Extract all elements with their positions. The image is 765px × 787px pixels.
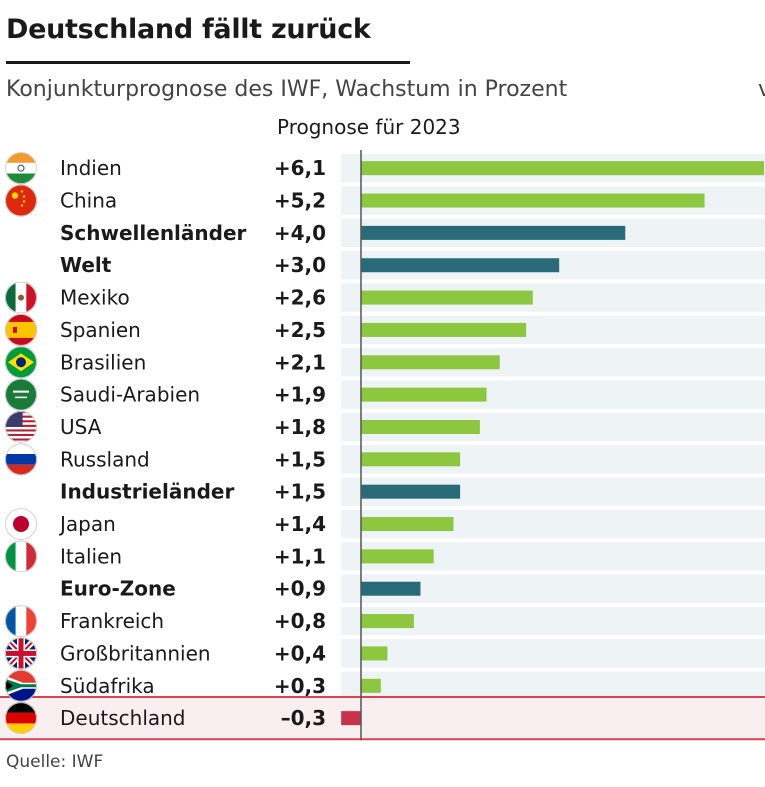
row-background	[341, 639, 765, 668]
russia-flag-icon	[5, 443, 37, 476]
value-label: +2,1	[274, 350, 326, 374]
column-header: Prognose für 2023	[277, 115, 461, 139]
italy-flag-icon	[5, 540, 37, 573]
usa-flag-icon	[5, 410, 37, 443]
category-label: Mexiko	[60, 286, 130, 310]
bar	[361, 193, 705, 208]
bar	[361, 322, 527, 337]
category-label: Saudi-Arabien	[60, 383, 200, 407]
bar	[361, 646, 388, 661]
value-label: +1,4	[274, 512, 326, 536]
france-flag-icon	[5, 605, 37, 638]
value-label: +6,1	[274, 156, 326, 180]
category-label: Italien	[60, 544, 122, 568]
category-label: Großbritannien	[60, 641, 211, 665]
south-africa-flag-icon	[5, 669, 37, 702]
chart-subtitle: Konjunkturprognose des IWF, Wachstum in …	[6, 77, 568, 102]
germany-flag-icon	[5, 702, 37, 735]
category-label: Euro-Zone	[60, 577, 176, 601]
subtitle-cut-off-text: v	[758, 77, 765, 102]
japan-flag-icon	[5, 508, 37, 541]
category-label: Frankreich	[60, 609, 164, 633]
value-label: +1,9	[274, 383, 326, 407]
bar	[361, 678, 381, 693]
bar	[361, 258, 560, 273]
value-label: +0,4	[274, 641, 326, 665]
bar-chart: Indien +6,1 China +5,2 Schwellenländer +4,0 We…	[0, 150, 765, 741]
bar	[361, 225, 626, 240]
title-underline	[6, 61, 410, 64]
value-label: +2,5	[274, 318, 326, 342]
value-label: +4,0	[274, 221, 326, 245]
bar	[361, 290, 533, 305]
value-label: +5,2	[274, 189, 326, 213]
value-label: +0,8	[274, 609, 326, 633]
category-label: Schwellenländer	[60, 221, 247, 245]
category-label: Japan	[58, 512, 116, 536]
bar	[341, 711, 361, 726]
value-label: +2,6	[274, 286, 326, 310]
bar	[361, 161, 764, 176]
category-label: Deutschland	[60, 706, 186, 730]
highlight-row-background	[0, 696, 765, 740]
china-flag-icon	[5, 184, 37, 217]
category-label: USA	[60, 415, 102, 439]
category-label: Südafrika	[60, 674, 155, 698]
bar	[361, 355, 500, 370]
value-label: +1,5	[274, 447, 326, 471]
bar	[361, 581, 421, 596]
value-label: +3,0	[274, 253, 326, 277]
value-label: +0,9	[274, 577, 326, 601]
value-label: +1,5	[274, 480, 326, 504]
bar	[361, 419, 480, 434]
category-label: Industrieländer	[60, 480, 234, 504]
category-label: Brasilien	[60, 350, 146, 374]
chart-title: Deutschland fällt zurück	[6, 14, 371, 45]
category-label: Welt	[60, 253, 112, 277]
uk-flag-icon	[5, 637, 37, 670]
value-label: +1,1	[274, 544, 326, 568]
row-background	[341, 671, 765, 700]
source-note: Quelle: IWF	[6, 752, 104, 772]
mexico-flag-icon	[5, 281, 37, 314]
category-label: Indien	[60, 156, 122, 180]
value-label: –0,3	[281, 706, 326, 730]
category-label: Spanien	[60, 318, 141, 342]
saudi-arabia-flag-icon	[5, 378, 37, 411]
bar	[361, 549, 434, 564]
category-label: Russland	[60, 447, 150, 471]
value-label: +1,8	[274, 415, 326, 439]
bar	[361, 387, 487, 402]
category-label: China	[60, 189, 117, 213]
value-label: +0,3	[274, 674, 326, 698]
spain-flag-icon	[5, 313, 37, 346]
bar	[361, 452, 461, 467]
bar	[361, 614, 414, 629]
bar	[361, 484, 461, 499]
bar	[361, 517, 454, 532]
brazil-flag-icon	[5, 346, 37, 379]
india-flag-icon	[5, 152, 37, 185]
